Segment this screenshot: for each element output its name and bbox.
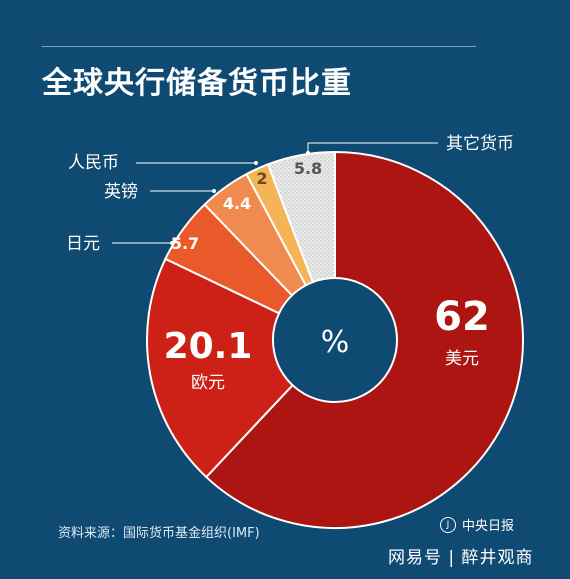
source-note: 资料来源：国际货币基金组织(IMF): [58, 526, 260, 541]
value-label-gbp: 4.4: [223, 194, 251, 213]
name-label-eur: 欧元: [191, 373, 225, 393]
name-label-usd: 美元: [445, 349, 479, 369]
slice-other: [266, 150, 336, 284]
slice-usd: [204, 150, 524, 529]
publisher-name: 中央日报: [462, 519, 515, 534]
leader-dot-cny: [254, 161, 258, 165]
value-label-usd: 62: [434, 294, 490, 340]
category-label-other: 其它货币: [446, 134, 514, 154]
category-label-cny: 人民币: [68, 153, 119, 173]
category-label-jpy: 日元: [66, 234, 100, 254]
value-label-cny: 2: [256, 169, 267, 188]
center-percent-label: %: [321, 325, 350, 360]
leader-line-other: [307, 142, 438, 153]
publisher-credit: J 中央日报: [440, 515, 514, 534]
chart-title: 全球央行储备货币比重: [42, 66, 352, 101]
leader-dot-other: [306, 151, 310, 155]
title-rule: [42, 46, 476, 47]
leader-dot-jpy: [170, 241, 174, 245]
value-label-eur: 20.1: [164, 326, 253, 367]
category-label-gbp: 英镑: [104, 182, 138, 202]
leader-dot-gbp: [212, 189, 216, 193]
value-label-other: 5.8: [294, 159, 322, 178]
watermark: 网易号 | 醉井观商: [388, 548, 534, 568]
slice-eur: [146, 257, 294, 479]
value-label-jpy: 5.7: [171, 234, 199, 253]
publisher-logo-icon: J: [440, 516, 456, 533]
